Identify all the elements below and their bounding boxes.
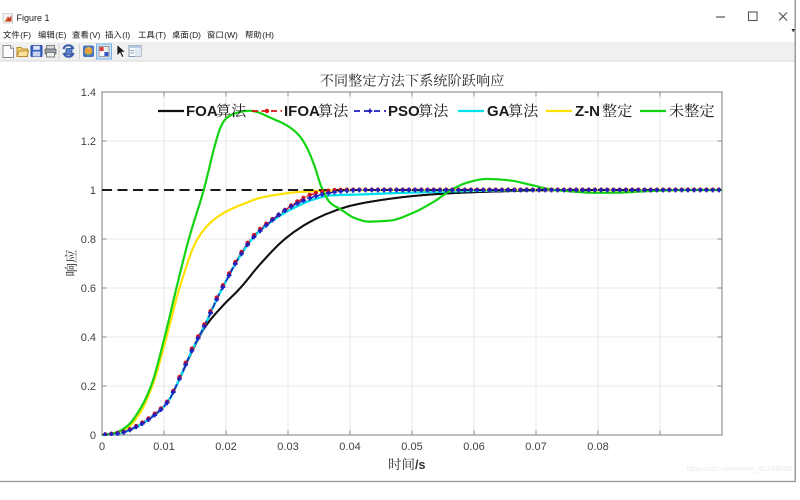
svg-text:(D): (D) [189,30,201,40]
svg-text:0: 0 [99,441,105,453]
svg-text:Z-N: Z-N [575,103,600,120]
svg-text:1.2: 1.2 [81,136,96,148]
svg-text:0.07: 0.07 [525,441,546,453]
svg-text:(V): (V) [89,30,100,40]
svg-text:/s: /s [415,458,425,472]
svg-text:(F): (F) [20,30,31,40]
svg-text:0.06: 0.06 [463,441,484,453]
svg-text:PSO: PSO [388,103,420,120]
svg-text:(E): (E) [55,30,66,40]
svg-text:(H): (H) [262,30,274,40]
svg-text:(W): (W) [224,30,238,40]
svg-text:0.6: 0.6 [81,283,96,295]
svg-text:0.03: 0.03 [277,441,298,453]
svg-text:IFOA: IFOA [284,103,320,120]
svg-text:(I): (I) [122,30,130,40]
svg-text:0.02: 0.02 [215,441,236,453]
svg-text:FOA: FOA [186,103,218,120]
svg-text:blog.csdn.net/weixin_42249050: blog.csdn.net/weixin_42249050 [687,464,792,473]
svg-text:0: 0 [90,430,96,442]
svg-text:1.4: 1.4 [81,87,96,99]
svg-text:Figure 1: Figure 1 [17,13,50,23]
svg-text:GA: GA [487,103,510,120]
svg-text:(T): (T) [155,30,166,40]
svg-text:0.08: 0.08 [587,441,608,453]
svg-text:0.01: 0.01 [153,441,174,453]
svg-text:0.04: 0.04 [339,441,360,453]
svg-text:0.2: 0.2 [81,381,96,393]
svg-text:0.8: 0.8 [81,234,96,246]
svg-text:0.05: 0.05 [401,441,422,453]
svg-text:0.4: 0.4 [81,332,96,344]
svg-text:1: 1 [90,185,96,197]
